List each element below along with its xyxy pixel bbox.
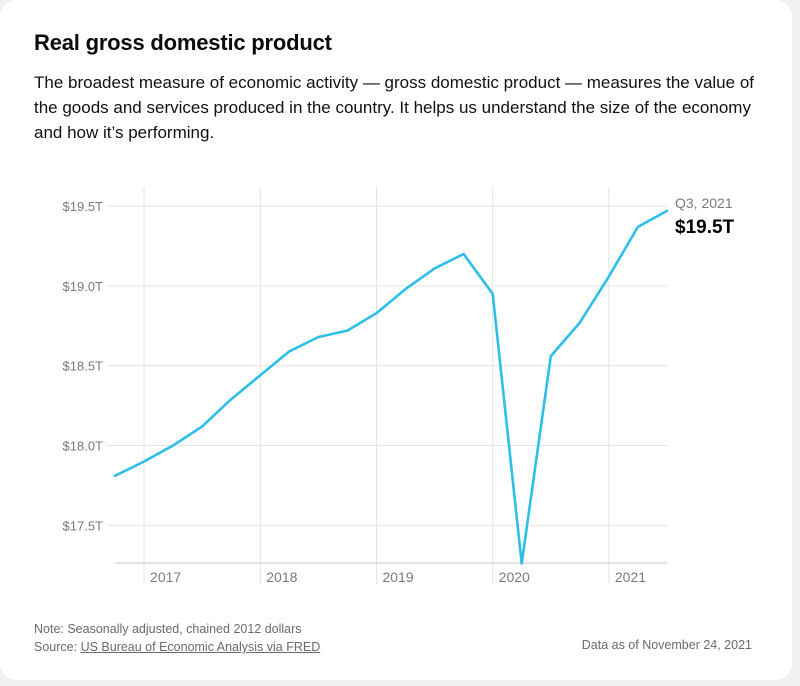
- data-points: [113, 209, 669, 566]
- data-point: [665, 209, 669, 213]
- data-point: [462, 252, 466, 256]
- data-point: [578, 321, 582, 325]
- y-tick-label: $19.0T: [63, 279, 104, 294]
- data-point: [171, 444, 175, 448]
- footnote: Note: Seasonally adjusted, chained 2012 …: [34, 620, 320, 656]
- y-axis: $19.5T $19.0T $18.5T $18.0T $17.5T: [63, 199, 104, 533]
- grid: [107, 187, 667, 584]
- gdp-series-line: [113, 209, 669, 565]
- x-axis: 2017 2018 2019 2020 2021: [150, 569, 646, 585]
- data-point: [607, 274, 611, 278]
- data-point: [113, 474, 117, 478]
- x-tick-label: 2019: [382, 569, 413, 585]
- y-tick-label: $18.5T: [63, 359, 104, 374]
- data-point: [287, 349, 291, 353]
- data-point: [433, 266, 437, 270]
- data-point: [316, 335, 320, 339]
- x-tick-label: 2018: [266, 569, 297, 585]
- data-point: [229, 397, 233, 401]
- data-point: [200, 424, 204, 428]
- data-point: [345, 329, 349, 333]
- data-point: [374, 311, 378, 315]
- end-value-label: $19.5T: [675, 217, 735, 238]
- y-tick-label: $17.5T: [63, 518, 104, 533]
- data-point: [491, 292, 495, 296]
- data-as-of: Data as of November 24, 2021: [581, 638, 752, 652]
- data-point: [549, 354, 553, 358]
- source-link[interactable]: US Bureau of Economic Analysis via FRED: [80, 640, 321, 654]
- x-tick-label: 2021: [615, 569, 646, 585]
- note-text: Note: Seasonally adjusted, chained 2012 …: [34, 622, 302, 636]
- data-point: [636, 225, 640, 229]
- source-prefix: Source:: [34, 640, 81, 654]
- chart-description: The broadest measure of economic activit…: [34, 73, 754, 142]
- data-point: [404, 287, 408, 291]
- source-line: Source: US Bureau of Economic Analysis v…: [34, 638, 320, 656]
- x-tick-label: 2020: [499, 569, 530, 585]
- gdp-line-chart: $19.5T$19.0T$18.5T$18.0T$17.5T 2017 2018 2…: [63, 187, 735, 585]
- data-point: [520, 562, 524, 566]
- end-date-label: Q3, 2021: [675, 195, 733, 211]
- data-point: [142, 459, 146, 463]
- x-tick-label: 2017: [150, 569, 181, 585]
- y-tick-label: $18.0T: [63, 439, 104, 454]
- data-point: [258, 373, 262, 377]
- chart-title: Real gross domestic product: [34, 30, 332, 55]
- y-tick-label: $19.5T: [63, 199, 104, 214]
